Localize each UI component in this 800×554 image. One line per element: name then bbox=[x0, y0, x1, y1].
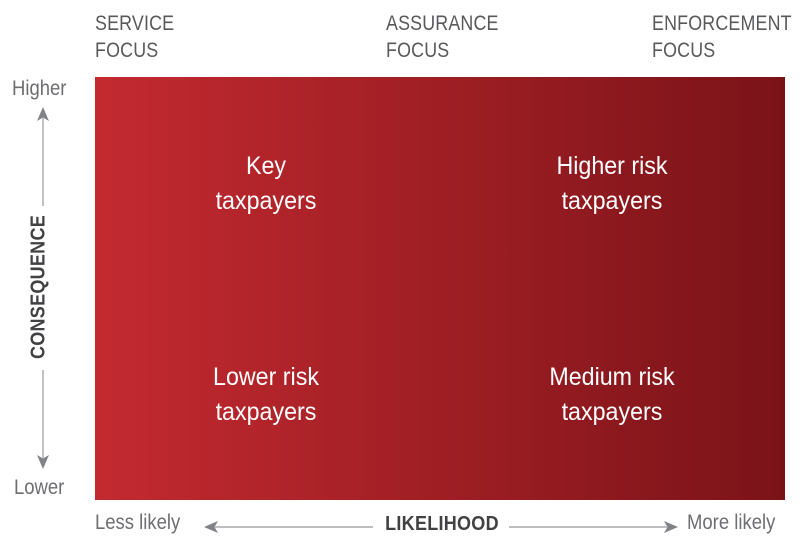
quadrant-lower-risk-taxpayers: Lower risk taxpayers bbox=[213, 363, 319, 426]
y-axis-higher-label: Higher bbox=[12, 77, 67, 100]
service-focus-label: SERVICE FOCUS bbox=[95, 12, 175, 62]
y-axis-lower-label: Lower bbox=[14, 476, 65, 499]
risk-matrix: Key taxpayers Higher risk taxpayers Lowe… bbox=[95, 77, 785, 500]
quadrant-higher-risk-taxpayers: Higher risk taxpayers bbox=[556, 152, 668, 215]
quadrant-key-taxpayers: Key taxpayers bbox=[215, 152, 317, 215]
arrow-right-icon bbox=[509, 521, 678, 533]
y-axis-title: CONSEQUENCE bbox=[27, 215, 50, 359]
arrow-up-icon bbox=[37, 107, 49, 206]
assurance-focus-label: ASSURANCE FOCUS bbox=[386, 12, 499, 62]
arrow-left-icon bbox=[204, 521, 373, 533]
x-axis-more-likely-label: More likely bbox=[687, 511, 776, 534]
arrow-down-icon bbox=[37, 370, 49, 469]
quadrant-medium-risk-taxpayers: Medium risk taxpayers bbox=[549, 363, 675, 426]
x-axis-less-likely-label: Less likely bbox=[95, 511, 181, 534]
enforcement-focus-label: ENFORCEMENT FOCUS bbox=[652, 12, 792, 62]
x-axis-title: LIKELIHOOD bbox=[385, 513, 499, 535]
